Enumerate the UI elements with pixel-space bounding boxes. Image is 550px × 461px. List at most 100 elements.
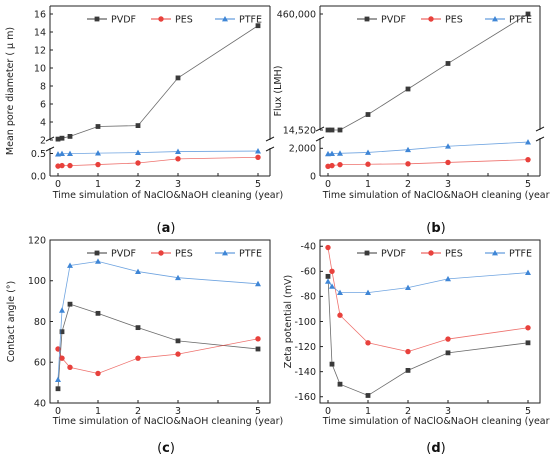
data-point-ptfe (329, 150, 335, 156)
y-tick-label: -60 (300, 267, 316, 278)
legend-label-pvdf: PVDF (111, 14, 136, 25)
legend-marker-pes (158, 250, 164, 256)
axis-frame: -40 -60 -80 -100 -120 -140 -160 0 1 2 3 5 (294, 239, 541, 417)
data-point-ptfe (95, 258, 101, 264)
y-tick-label: -100 (294, 317, 316, 328)
data-point-pes (525, 325, 531, 331)
legend-marker-pes (428, 250, 434, 256)
y-tick-label: 10 (34, 63, 46, 74)
data-point-ptfe (59, 307, 65, 313)
x-tick-label: 3 (445, 406, 451, 417)
legend-label-pes: PES (175, 14, 193, 25)
x-tick-label: 5 (255, 179, 261, 190)
legend-label-pes: PES (445, 248, 463, 259)
data-point-pvdf (525, 340, 531, 346)
series-line-pvdf (57, 25, 259, 140)
legend-marker-pvdf (364, 16, 370, 22)
data-point-ptfe (255, 148, 261, 154)
axis-break-mark (265, 146, 275, 152)
data-point-pvdf (175, 338, 181, 344)
series-line-pvdf (327, 276, 529, 396)
series-pes (325, 244, 531, 355)
data-point-pvdf (59, 135, 65, 141)
panel-caption: (a) (157, 221, 176, 236)
data-point-pes (67, 364, 73, 371)
y-tick-label: 4 (40, 117, 46, 128)
data-point-pvdf (55, 386, 61, 392)
data-point-ptfe (405, 284, 411, 291)
data-point-pes (59, 355, 65, 361)
series-line-pes (327, 247, 529, 353)
axis-break-mark (45, 146, 55, 152)
data-point-ptfe (135, 149, 141, 155)
legend-label-ptfe: PTFE (509, 248, 532, 259)
legend-label-ptfe: PTFE (239, 248, 262, 259)
y-tick-label: 14,520 (283, 125, 316, 136)
legend-label-pvdf: PVDF (381, 14, 406, 25)
series-pes (325, 156, 531, 170)
legend-marker-ptfe (492, 250, 498, 256)
axis-break-mark (315, 126, 325, 132)
y-tick-label: 12 (34, 45, 46, 56)
y-tick-label: 14 (34, 27, 46, 38)
plot-area (319, 239, 541, 404)
data-point-ptfe (405, 146, 411, 153)
x-tick-label: 1 (365, 179, 371, 190)
data-point-pvdf (365, 112, 371, 117)
x-axis-title: Time simulation of NaClO&NaOH cleaning (… (322, 190, 550, 201)
y-axis-title: Flux (LMH) (273, 66, 284, 117)
data-point-ptfe (67, 262, 73, 268)
data-point-pes (405, 348, 411, 355)
y-axis-title: Zeta potential (mV) (283, 275, 294, 368)
data-point-ptfe (337, 150, 343, 156)
legend-label-ptfe: PTFE (509, 14, 532, 25)
x-axis-title: Time simulation of NaClO&NaOH cleaning (… (52, 190, 284, 201)
series-line-ptfe (57, 150, 259, 155)
data-point-pvdf (135, 123, 141, 128)
series-line-pvdf (57, 303, 259, 389)
y-tick-label: 2,000 (289, 144, 316, 155)
data-point-ptfe (67, 150, 73, 157)
y-tick-label: 8 (40, 81, 46, 92)
legend-marker-ptfe (222, 16, 228, 22)
legend-marker-pvdf (364, 250, 370, 256)
legend-marker-pvdf (94, 250, 100, 256)
data-point-pes (59, 162, 65, 169)
data-point-pvdf (67, 301, 73, 307)
legend: PVDF PES PTFE (87, 248, 262, 259)
data-point-pes (67, 162, 73, 169)
series-ptfe (55, 258, 261, 382)
data-point-ptfe (337, 289, 343, 296)
data-point-pes (255, 154, 261, 160)
y-tick-label: 2 (40, 135, 46, 146)
data-point-pvdf (445, 350, 451, 356)
data-point-pvdf (95, 310, 101, 316)
data-point-pes (55, 163, 61, 169)
panel-caption: (b) (426, 221, 445, 236)
y-tick-label: -40 (300, 242, 316, 253)
y-tick-label: -120 (294, 342, 316, 353)
data-point-pes (337, 161, 343, 168)
data-point-pes (365, 161, 371, 167)
legend-marker-ptfe (222, 250, 228, 256)
data-point-pes (329, 268, 335, 275)
legend-label-pes: PES (175, 248, 193, 259)
data-point-pvdf (67, 134, 73, 139)
y-tick-label: 0.0 (31, 171, 46, 182)
series-line-ptfe (327, 272, 529, 294)
data-point-pes (135, 160, 141, 166)
y-tick-label: 100 (28, 276, 46, 287)
x-tick-label: 3 (175, 406, 181, 417)
legend-label-ptfe: PTFE (239, 14, 262, 25)
x-tick-label: 5 (525, 179, 531, 190)
data-point-ptfe (329, 283, 335, 289)
data-point-pvdf (135, 325, 141, 331)
x-tick-label: 2 (135, 179, 141, 190)
data-point-pvdf (405, 86, 411, 92)
series-pes (55, 336, 261, 377)
panel-caption: (c) (157, 441, 175, 456)
